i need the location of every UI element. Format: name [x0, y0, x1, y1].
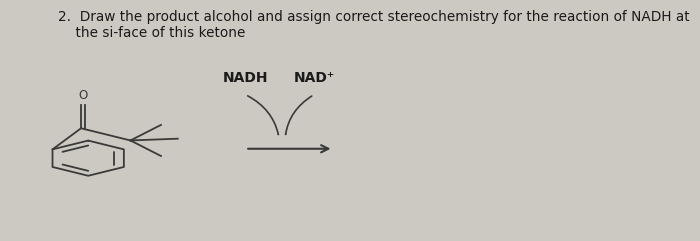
Text: 2.  Draw the product alcohol and assign correct stereochemistry for the reaction: 2. Draw the product alcohol and assign c… — [58, 10, 690, 40]
Text: NAD⁺: NAD⁺ — [293, 71, 335, 85]
Text: NADH: NADH — [223, 71, 268, 85]
FancyArrowPatch shape — [248, 96, 279, 134]
Text: O: O — [78, 89, 88, 102]
FancyArrowPatch shape — [286, 96, 312, 134]
